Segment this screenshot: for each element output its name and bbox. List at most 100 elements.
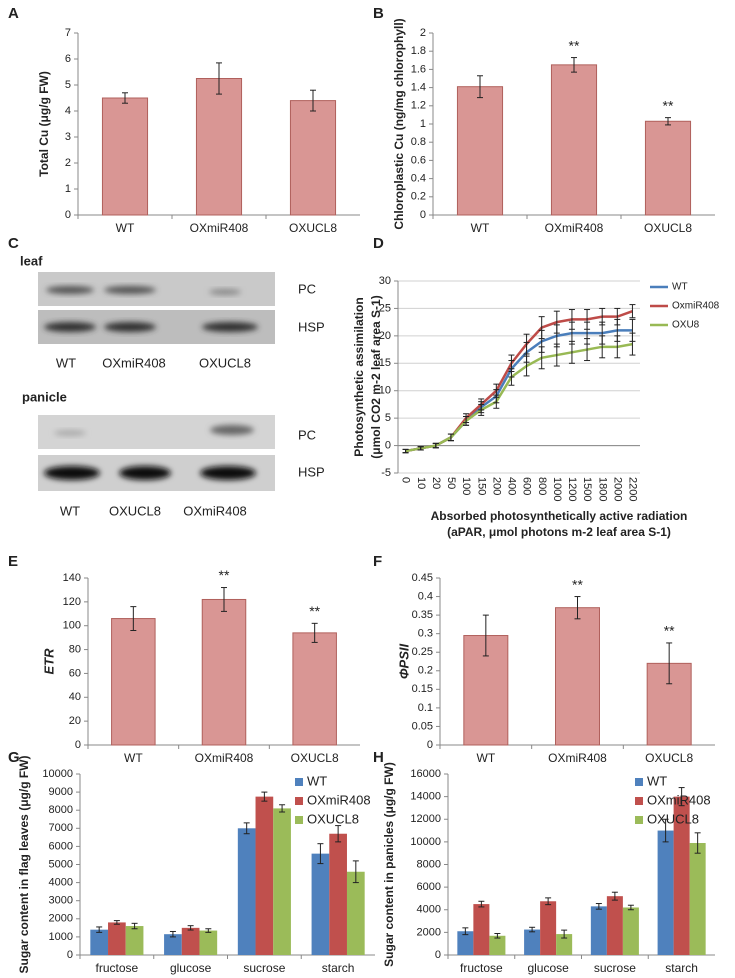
bar: [524, 929, 541, 955]
blot-row-label: HSP: [298, 319, 325, 334]
x-tick-label: 150: [475, 477, 487, 495]
significance: **: [663, 97, 674, 113]
y-axis-label: Sugar content in panicles (μg/g FW): [382, 762, 396, 967]
bar: [473, 904, 490, 955]
x-tick-label: fructose: [96, 961, 139, 975]
lane-label: WT: [56, 355, 76, 370]
y-tick-label: 2000: [417, 926, 441, 938]
band: [209, 289, 241, 295]
bar: [673, 796, 690, 955]
y-tick-label: 4: [65, 105, 71, 117]
panel-letter: E: [8, 553, 18, 570]
band: [104, 286, 156, 294]
x-tick-label: 1200: [566, 477, 578, 501]
band: [104, 322, 156, 332]
x-tick-label: glucose: [170, 961, 212, 975]
legend-label: WT: [672, 282, 688, 293]
x-tick-label: OXUCL8: [645, 751, 693, 765]
panel-letter: D: [373, 235, 384, 252]
chart-panel: D Photosynthetic assimilation (μmol CO2 m-…: [352, 235, 720, 539]
legend-label: OxmiR408: [672, 301, 720, 312]
y-tick-label: 30: [379, 275, 391, 287]
y-tick-label: 9000: [49, 786, 73, 798]
y-tick-label: 7000: [49, 822, 73, 834]
bar: [550, 64, 598, 216]
x-tick-label: 10: [415, 477, 427, 489]
y-tick-label: 4000: [49, 877, 73, 889]
y-tick-label: 80: [69, 643, 81, 655]
y-tick-label: 25: [379, 302, 391, 314]
y-axis-label: ΦPSII: [396, 643, 411, 679]
y-tick-label: 0.6: [411, 154, 426, 166]
y-tick-label: 0.3: [418, 628, 433, 640]
x-tick-label: 1800: [596, 477, 608, 501]
band: [210, 425, 254, 435]
y-tick-label: 2: [420, 27, 426, 39]
blot-row-label: PC: [298, 281, 316, 296]
bar: [273, 808, 291, 955]
bar: [457, 931, 474, 955]
x-tick-label: WT: [116, 221, 135, 235]
legend-swatch: [635, 797, 643, 805]
y-tick-label: 1.4: [411, 82, 426, 94]
x-tick-label: sucrose: [243, 961, 285, 975]
y-tick-label: 40: [69, 691, 81, 703]
bar: [90, 929, 109, 955]
y-tick-label: 5: [385, 412, 391, 424]
x-tick-label: WT: [124, 751, 143, 765]
y-tick-label: 1: [65, 183, 71, 195]
panel-c: C leaf PC HSP WT OXmiR408 OXUCL8 panicle…: [8, 235, 325, 518]
legend-swatch: [295, 797, 303, 805]
band: [202, 322, 258, 332]
panel-letter: A: [8, 5, 19, 22]
y-tick-label: 16000: [410, 768, 441, 780]
x-tick-label: WT: [477, 751, 496, 765]
blot-row-label: PC: [298, 427, 316, 442]
bar: [489, 935, 506, 955]
bar: [201, 598, 247, 746]
bar: [657, 830, 674, 955]
x-tick-label: 1000: [551, 477, 563, 501]
y-tick-label: 0.2: [418, 665, 433, 677]
y-tick-label: 10000: [42, 768, 73, 780]
y-tick-label: 7: [65, 27, 71, 39]
y-tick-label: 1.2: [411, 100, 426, 112]
x-axis-label: Absorbed photosynthetically active radia…: [431, 509, 688, 523]
legend-label: OXmiR408: [647, 792, 711, 807]
bar: [311, 853, 330, 955]
legend-swatch: [295, 778, 303, 786]
bar: [622, 907, 639, 955]
y-tick-label: 1.8: [411, 45, 426, 57]
y-tick-label: 6: [65, 53, 71, 65]
panel-letter: H: [373, 749, 384, 766]
y-tick-label: 0: [435, 949, 441, 961]
y-axis-label: Total Cu (μg/g FW): [37, 71, 51, 177]
x-tick-label: 2200: [627, 477, 639, 501]
bar: [125, 926, 144, 955]
y-tick-label: 2: [65, 157, 71, 169]
bar: [255, 796, 274, 955]
bar: [195, 78, 243, 216]
x-tick-label: OXmiR408: [545, 221, 604, 235]
x-tick-label: 100: [460, 477, 472, 495]
x-tick-label: 20: [430, 477, 442, 489]
band: [200, 466, 256, 480]
band: [44, 322, 96, 332]
bar: [164, 934, 182, 955]
bar: [199, 930, 218, 955]
y-tick-label: 0: [65, 209, 71, 221]
y-tick-label: 0: [75, 739, 81, 751]
legend-swatch: [635, 816, 643, 824]
y-tick-label: 6000: [49, 840, 73, 852]
y-axis-label: ETR: [41, 648, 56, 675]
panel-letter: G: [8, 749, 20, 766]
y-tick-label: 0.1: [418, 702, 433, 714]
y-tick-label: 0.15: [412, 683, 433, 695]
bar: [540, 901, 557, 955]
y-tick-label: 6000: [417, 881, 441, 893]
x-tick-label: 400: [506, 477, 518, 495]
y-tick-label: 0.4: [418, 590, 433, 602]
x-tick-label: 800: [536, 477, 548, 495]
y-tick-label: 1.6: [411, 63, 426, 75]
